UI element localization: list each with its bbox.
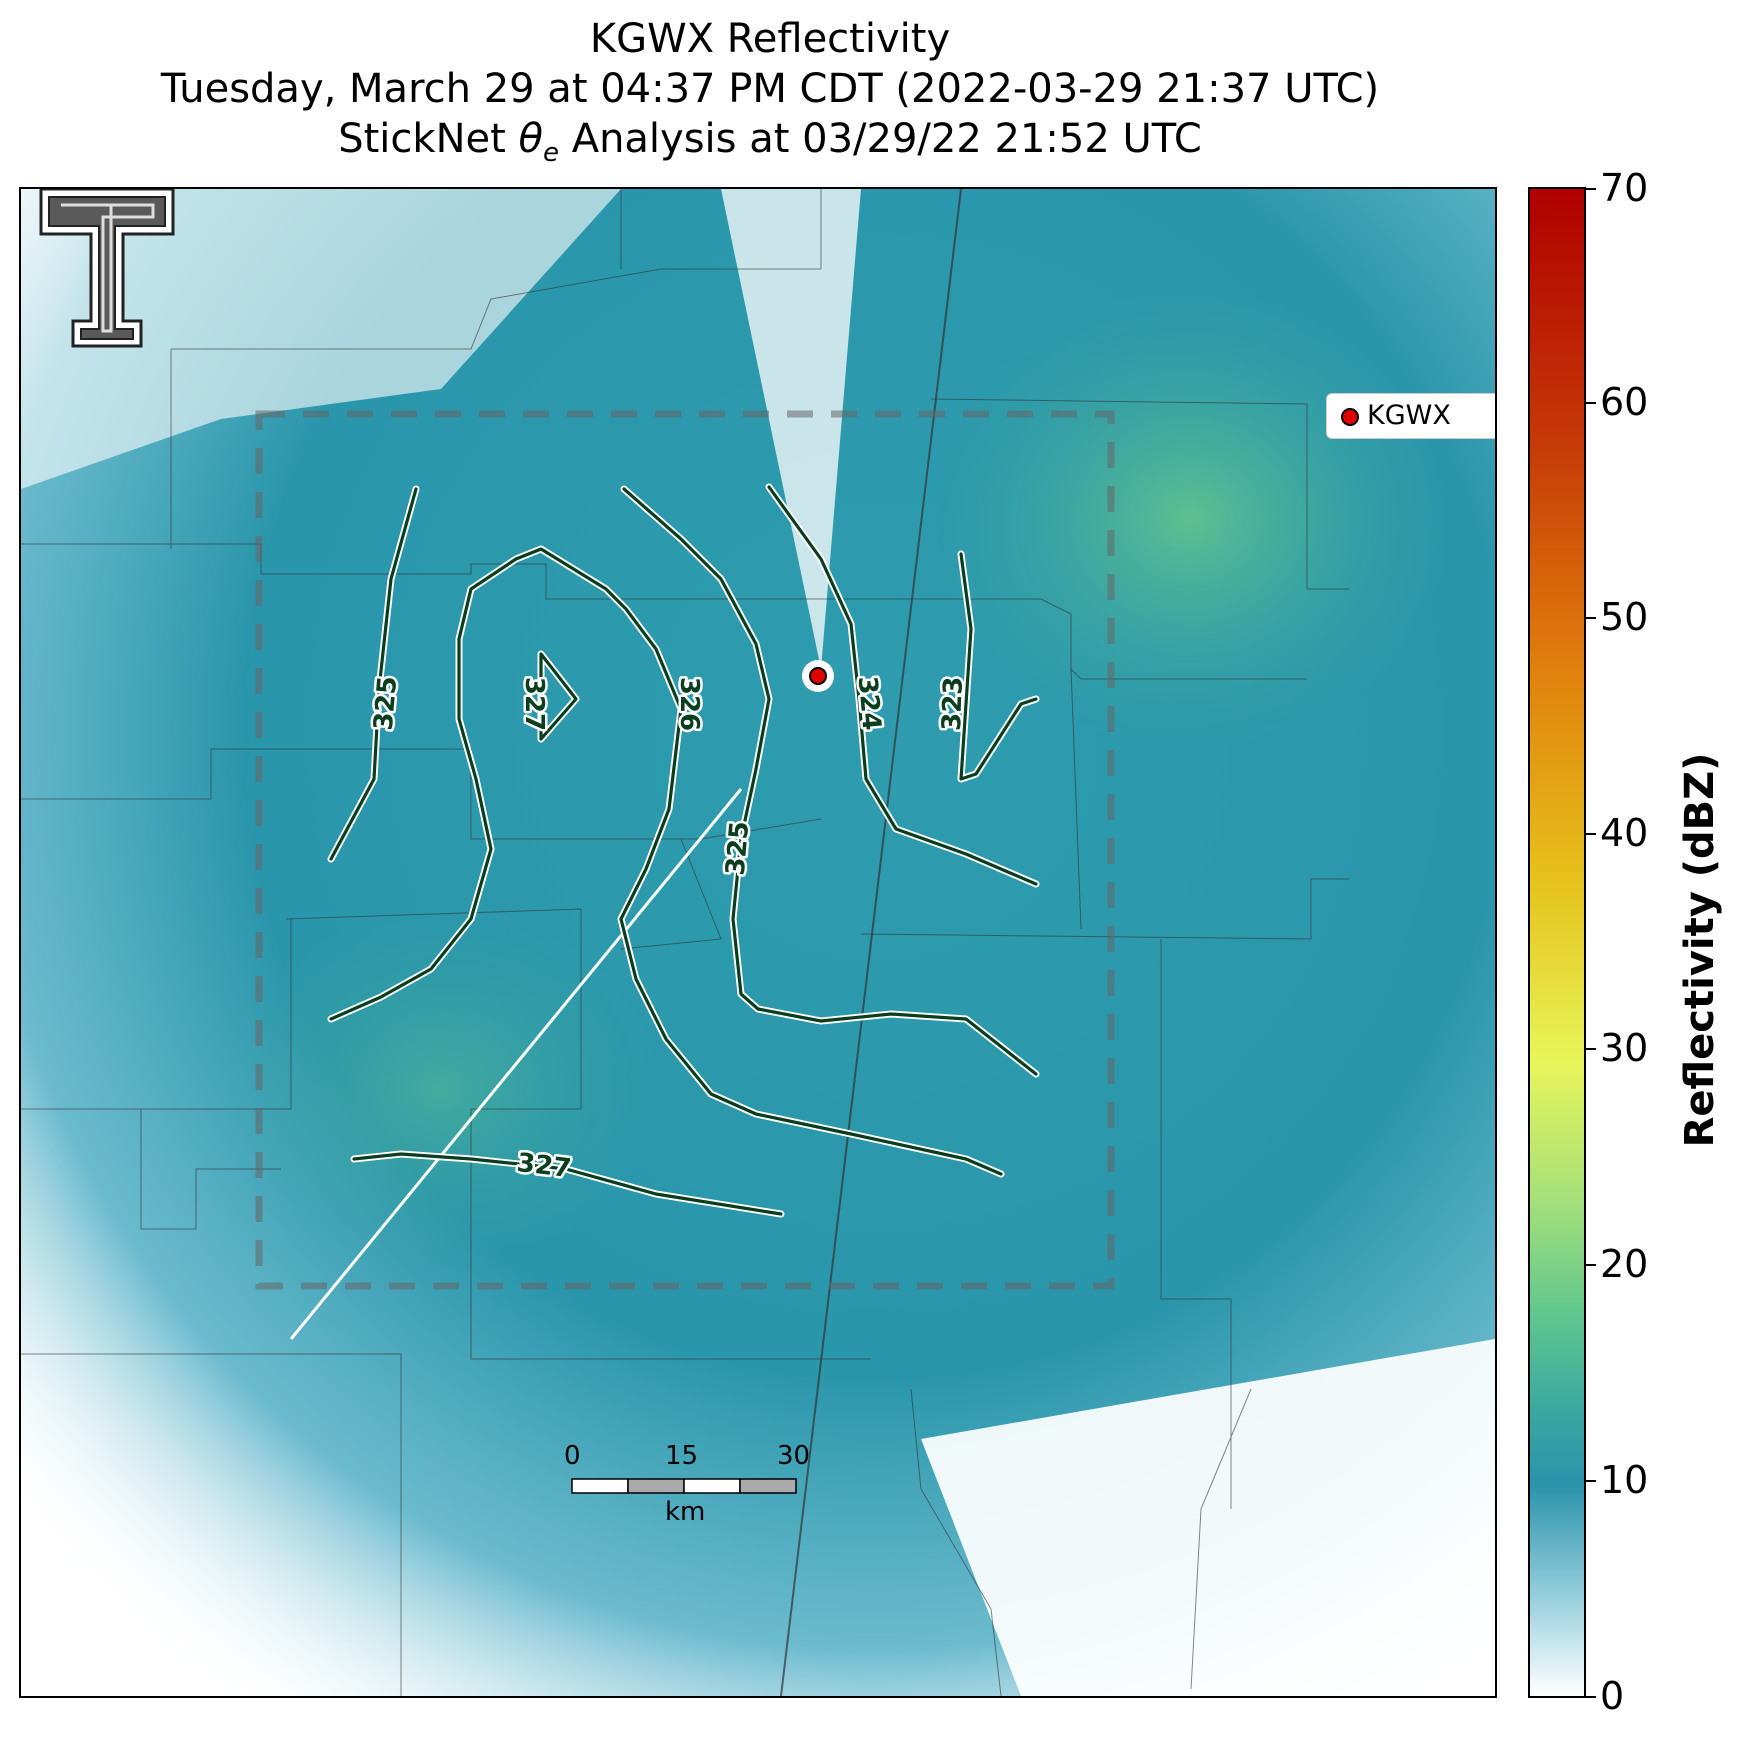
colorbar-tick-mark	[1586, 188, 1596, 190]
colorbar-tick-label: 10	[1600, 1458, 1649, 1502]
colorbar-tick-label: 30	[1600, 1026, 1649, 1070]
radar-site-legend-icon	[1341, 408, 1359, 426]
colorbar-tick-mark	[1586, 1696, 1596, 1698]
contour-label-326: 326	[674, 677, 704, 731]
highway-line	[780, 189, 962, 1696]
colorbar-tick-label: 40	[1600, 811, 1649, 855]
colorbar-tick-mark	[1586, 1480, 1596, 1482]
radar-map: 325 327 326 325 324 323 327 KGW	[19, 187, 1497, 1698]
contour-label-327-center: 327	[519, 677, 549, 731]
colorbar-tick-label: 0	[1600, 1674, 1625, 1718]
colorbar-label: Reflectivity (dBZ)	[1677, 752, 1723, 1148]
colorbar-tick-mark	[1586, 1264, 1596, 1266]
colorbar-tick-label: 50	[1600, 595, 1649, 639]
contour-label-324: 324	[852, 675, 887, 732]
chart-subtitle-analysis: StickNet θe Analysis at 03/29/22 21:52 U…	[338, 116, 1202, 168]
analysis-domain-box	[255, 410, 1115, 1290]
theta-e-contours: 325 327 326 325 324 323 327	[327, 483, 1040, 1218]
colorbar	[1528, 187, 1586, 1698]
colorbar-tick-label: 20	[1600, 1242, 1649, 1286]
contour-label-325-center: 325	[721, 820, 756, 877]
colorbar-tick-mark	[1586, 402, 1596, 404]
colorbar-tick-label: 60	[1600, 380, 1649, 424]
scale-bar	[571, 1478, 797, 1494]
chart-subtitle-time: Tuesday, March 29 at 04:37 PM CDT (2022-…	[160, 66, 1380, 112]
colorbar-tick-mark	[1586, 833, 1596, 835]
radar-beam-gap	[289, 788, 743, 1340]
chart-title: KGWX Reflectivity	[589, 16, 951, 62]
legend-label: KGWX	[1367, 400, 1451, 431]
scale-unit: km	[665, 1497, 706, 1527]
clear-area-southeast	[921, 1339, 1495, 1696]
scale-tick-15: 15	[665, 1441, 699, 1471]
scale-tick-30: 30	[777, 1441, 811, 1471]
map-svg: 325 327 326 325 324 323 327	[21, 189, 1495, 1696]
reflectivity-green-core-2	[221, 909, 661, 1269]
legend: KGWX	[1326, 393, 1495, 439]
clear-area-north	[721, 189, 861, 669]
contour-label-325-west: 325	[369, 675, 404, 732]
colorbar-tick-mark	[1586, 1048, 1596, 1050]
scale-tick-0: 0	[564, 1441, 581, 1471]
contour-label-323: 323	[937, 676, 969, 731]
radar-site-marker	[809, 667, 827, 685]
reflectivity-green-core	[931, 289, 1451, 749]
colorbar-tick-label: 70	[1600, 166, 1649, 210]
texas-tech-logo	[39, 189, 175, 348]
colorbar-tick-mark	[1586, 617, 1596, 619]
